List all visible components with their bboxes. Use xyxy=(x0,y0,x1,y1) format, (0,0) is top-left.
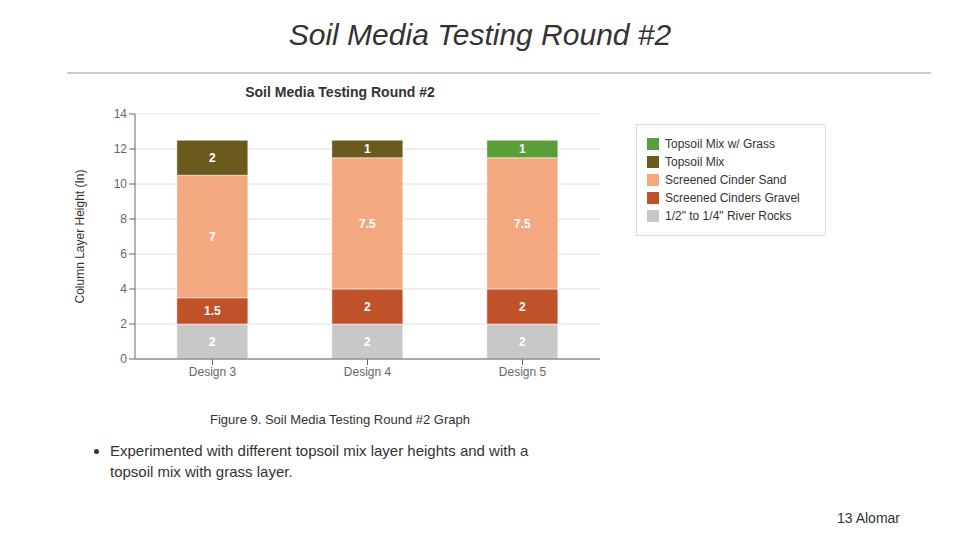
svg-text:12: 12 xyxy=(114,142,128,156)
html-text:13 Alomar: 13 Alomar xyxy=(837,510,900,526)
svg-text:2: 2 xyxy=(519,300,526,314)
svg-text:7: 7 xyxy=(209,230,216,244)
svg-text:8: 8 xyxy=(120,212,127,226)
html-text:Screened Cinders Gravel: Screened Cinders Gravel xyxy=(665,191,800,205)
svg-text:Design 4: Design 4 xyxy=(344,365,392,379)
html-text:Topsoil Mix: Topsoil Mix xyxy=(665,155,725,169)
html-text:Experimented with different to: Experimented with different topsoil mix … xyxy=(110,442,529,480)
html-text:Soil Media Testing Round #2: Soil Media Testing Round #2 xyxy=(245,84,435,100)
svg-text:14: 14 xyxy=(114,107,128,121)
svg-text:2: 2 xyxy=(120,317,127,331)
html-text:1/2" to 1/4" River Rocks: 1/2" to 1/4" River Rocks xyxy=(665,209,792,223)
svg-text:4: 4 xyxy=(120,282,127,296)
svg-text:2: 2 xyxy=(209,151,216,165)
html-text:Screened Cinder Sand: Screened Cinder Sand xyxy=(665,173,787,187)
svg-text:0: 0 xyxy=(120,352,127,366)
svg-text:1.5: 1.5 xyxy=(204,304,221,318)
svg-text:2: 2 xyxy=(364,300,371,314)
svg-text:6: 6 xyxy=(120,247,127,261)
svg-text:Column Layer Height (In): Column Layer Height (In) xyxy=(73,169,87,303)
svg-text:Design 3: Design 3 xyxy=(189,365,237,379)
html-text:Soil Media Testing Round #2: Soil Media Testing Round #2 xyxy=(288,18,672,51)
svg-text:2: 2 xyxy=(519,335,526,349)
svg-text:2: 2 xyxy=(209,335,216,349)
svg-text:Design 5: Design 5 xyxy=(499,365,547,379)
svg-text:1: 1 xyxy=(519,142,526,156)
svg-text:7.5: 7.5 xyxy=(359,217,376,231)
svg-text:2: 2 xyxy=(364,335,371,349)
html-text:Topsoil Mix w/ Grass: Topsoil Mix w/ Grass xyxy=(665,137,775,151)
html-text:Figure 9. Soil Media Testing R: Figure 9. Soil Media Testing Round #2 Gr… xyxy=(210,412,470,427)
svg-text:1: 1 xyxy=(364,142,371,156)
svg-text:10: 10 xyxy=(114,177,128,191)
svg-text:7.5: 7.5 xyxy=(514,217,531,231)
